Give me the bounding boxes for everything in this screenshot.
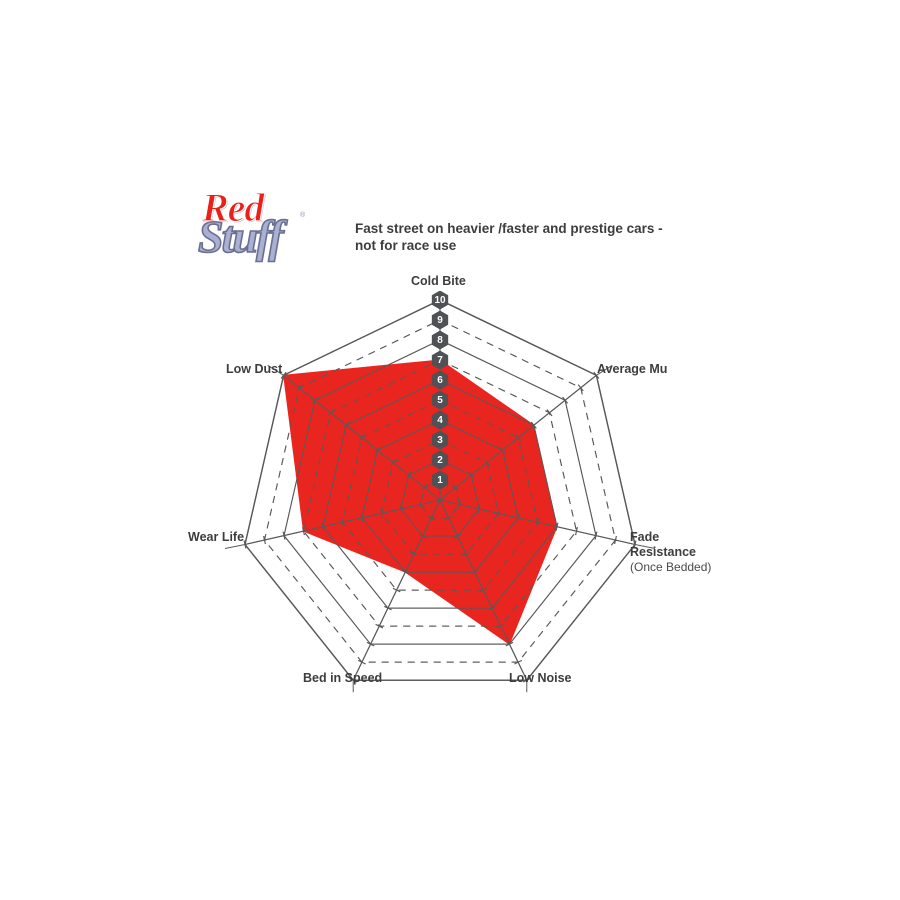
redstuff-logo: Red Stuff ® <box>196 186 314 268</box>
tick-mark-overlay <box>546 409 553 417</box>
tick-mark-overlay <box>263 536 266 545</box>
fade-line-1: Fade <box>630 530 660 544</box>
fade-sublabel: (Once Bedded) <box>630 560 712 574</box>
tick-mark-overlay <box>477 504 481 513</box>
axis-label-low-dust: Low Dust <box>226 362 283 376</box>
radar-leader-lines <box>224 364 656 693</box>
tick-mark-overlay <box>343 421 350 429</box>
grid-ring-5 <box>341 399 539 591</box>
tick-mark-overlay <box>479 587 488 593</box>
scale-badge-9: 9 <box>431 310 449 330</box>
tick-mark-overlay <box>593 371 600 379</box>
tick-mark-overlay <box>341 518 344 527</box>
tick-mark-overlay <box>392 587 401 593</box>
tick-mark-overlay <box>452 484 459 491</box>
tagline-text: Fast street on heavier /faster and prest… <box>355 221 663 253</box>
tick-mark-overlay <box>312 396 318 404</box>
tick-mark-overlay <box>505 641 514 647</box>
tick-mark-overlay <box>444 515 453 521</box>
tick-mark-overlay <box>296 384 303 392</box>
scale-badge-3: 3 <box>431 430 449 450</box>
tick-mark-overlay <box>514 659 522 665</box>
tick-mark-overlay <box>375 623 384 629</box>
leader-line <box>596 364 613 376</box>
axis-label-average-mu: Average Mu <box>597 362 668 376</box>
axis-label-low-noise: Low Noise <box>509 671 572 685</box>
tick-mark-overlay <box>536 518 539 527</box>
scale-badge-8: 8 <box>431 330 449 350</box>
scale-badge-5: 5 <box>431 390 449 410</box>
tick-mark-overlay <box>418 533 427 539</box>
tick-mark-overlay <box>282 531 286 540</box>
scale-badge-1: 1 <box>431 470 449 490</box>
leader-line <box>267 364 284 376</box>
tick-mark-overlay <box>468 471 475 479</box>
tick-mark-overlay <box>470 569 479 575</box>
tick-mark-overlay <box>360 513 364 522</box>
trademark-symbol: ® <box>300 212 306 219</box>
logo-stuff-text: Stuff <box>197 211 284 262</box>
grid-ring-4 <box>361 419 519 573</box>
tick-mark-overlay <box>358 434 365 442</box>
tick-mark-overlay <box>427 515 436 521</box>
tick-mark-overlay <box>462 551 470 557</box>
grid-ring-7 <box>302 359 578 627</box>
tick-mark-overlay <box>410 551 418 557</box>
leader-line <box>224 544 246 549</box>
fade-line-2: Resistance <box>630 545 697 559</box>
tick-mark-overlay <box>458 500 461 509</box>
tick-mark-overlay <box>302 527 305 536</box>
tick-mark-overlay <box>497 509 500 518</box>
grid-ring-3 <box>380 439 500 555</box>
tick-mark-overlay <box>562 396 568 404</box>
grid-ring-2 <box>400 459 480 537</box>
tick-mark-overlay <box>499 446 506 454</box>
tick-mark-overlay <box>577 384 584 392</box>
scale-badge-4: 4 <box>431 410 449 430</box>
tick-mark-overlay <box>366 641 375 647</box>
tick-mark-overlay <box>453 533 462 539</box>
scale-badge-7: 7 <box>431 350 449 370</box>
leader-line <box>634 544 656 549</box>
tick-mark-overlay <box>516 513 520 522</box>
tick-mark-overlay <box>380 509 383 518</box>
tick-mark-overlay <box>401 569 410 575</box>
tick-mark-overlay <box>488 605 496 611</box>
tick-mark-overlay <box>374 446 381 454</box>
tick-mark-overlay <box>594 531 598 540</box>
tick-mark-overlay <box>496 623 505 629</box>
tick-mark-overlay <box>321 522 325 531</box>
tick-mark-overlay <box>575 527 578 536</box>
scale-badge-10: 10 <box>431 290 449 310</box>
radar-grid-overlay <box>243 299 637 683</box>
tick-mark-overlay <box>390 459 396 467</box>
tick-mark-overlay <box>530 421 537 429</box>
axis-label-bed-in-speed: Bed in Speed <box>303 671 383 685</box>
tick-mark-overlay <box>384 605 392 611</box>
tick-mark-overlay <box>399 504 403 513</box>
grid-ring-9 <box>263 319 617 663</box>
tick-mark-overlay <box>421 484 428 491</box>
axis-label-fade-resistance: Fade Resistance (Once Bedded) <box>630 530 711 575</box>
axis-label-wear-life: Wear Life <box>188 530 245 544</box>
scale-badge-6: 6 <box>431 370 449 390</box>
tick-mark-overlay <box>280 371 287 379</box>
tick-mark-overlay <box>419 500 422 509</box>
tick-mark-overlay <box>484 459 490 467</box>
logo-red-text: Red <box>201 185 264 230</box>
tick-mark-overlay <box>327 409 334 417</box>
tick-mark-overlay <box>614 536 617 545</box>
tick-mark-overlay <box>515 434 522 442</box>
tick-mark-overlay <box>358 659 366 665</box>
grid-ring-10 <box>244 299 636 681</box>
grid-ring-8 <box>283 339 597 645</box>
axis-label-cold-bite: Cold Bite <box>411 274 466 288</box>
scale-badge-2: 2 <box>431 450 449 470</box>
tick-mark-overlay <box>555 522 559 531</box>
tick-mark-overlay <box>405 471 412 479</box>
grid-ring-6 <box>322 379 558 609</box>
